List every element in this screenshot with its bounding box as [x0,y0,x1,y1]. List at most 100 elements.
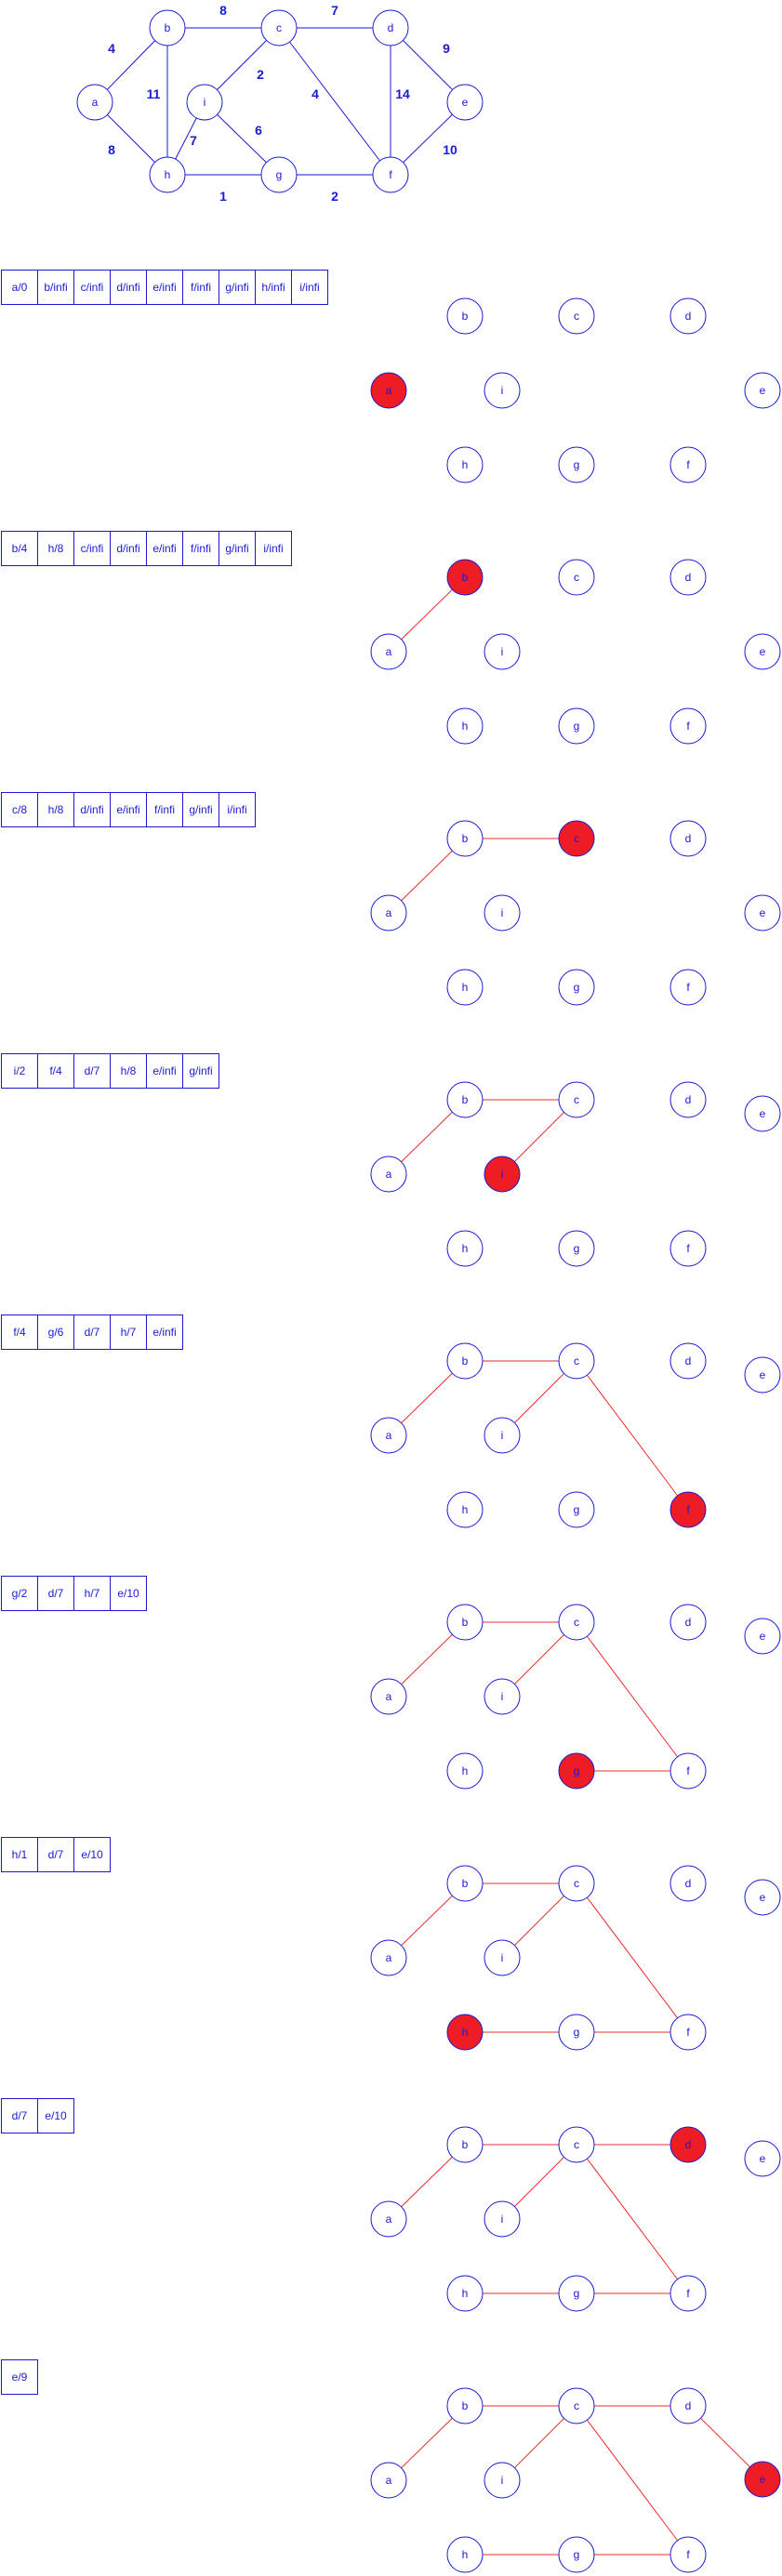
node-9-c [558,2387,595,2424]
edge-weight-g-h: 1 [219,189,227,204]
current-node-4-i [484,1156,521,1193]
node-label-6-h: h [462,1764,469,1777]
node-2-g [558,707,595,745]
node-8-h [446,2275,484,2312]
queue-cell: h/infi [255,270,292,305]
node-label-8-i: i [501,2213,504,2226]
queue-cell: g/infi [219,270,256,305]
node-label-9-a: a [386,2474,392,2487]
node-label-5-g: g [574,1503,580,1516]
current-node-1-a [370,372,407,409]
node-9-i [484,2462,521,2499]
node-label-4-h: h [462,1242,469,1255]
queue-cell: d/7 [37,1576,74,1611]
node-label-a: a [92,96,99,109]
edge-weight-g-i: 6 [255,123,262,138]
node-4-d [669,1081,707,1118]
priority-queue-step-5: f/4 g/6 d/7 h/7 e/infi [1,1314,183,1350]
node-3-b [446,820,484,857]
priority-queue-step-3: c/8 h/8 d/infi e/infi f/infi g/infi i/infi [1,792,256,827]
current-node-2-b [446,559,484,596]
node-4-f [669,1230,707,1267]
current-node-3-c [558,820,595,857]
queue-cell: d/infi [73,792,111,827]
node-8-i [484,2200,521,2238]
node-label-4-g: g [574,1242,580,1255]
queue-cell: d/7 [73,1053,111,1089]
node-4-a [370,1156,407,1193]
node-label-i: i [204,96,206,109]
node-label-5-c: c [574,1354,579,1367]
node-label-7-d: d [685,1877,692,1890]
node-7-a [370,1939,407,1976]
node-label-7-i: i [501,1951,504,1964]
node-label-b: b [165,21,171,34]
node-label-4-i: i [501,1168,504,1181]
node-3-e [744,894,781,931]
node-8-f [669,2275,707,2312]
edge-weight-b-c: 8 [219,3,227,18]
node-6-f [669,1752,707,1790]
tree-edge-7-c-f [576,1882,689,2033]
node-1-h [446,446,484,483]
node-label-3-e: e [760,906,766,919]
node-3-i [484,894,521,931]
node-1-g [558,446,595,483]
edge-weight-e-f: 10 [443,142,457,157]
node-label-3-g: g [574,981,580,994]
node-label-5-f: f [686,1503,690,1516]
node-label-1-g: g [574,458,580,471]
node-1-d [669,297,707,335]
queue-cell: f/4 [1,1314,38,1350]
node-label-1-i: i [501,384,504,397]
node-label-2-i: i [501,645,504,658]
node-7-d [669,1865,707,1902]
node-9-b [446,2387,484,2424]
node-label-7-a: a [386,1951,392,1964]
node-5-e [744,1356,781,1394]
queue-cell: f/infi [182,531,219,566]
node-3-g [558,969,595,1006]
priority-queue-step-2: b/4 h/8 c/infi d/infi e/infi f/infi g/infi i/in… [1,531,292,566]
node-label-c: c [276,21,282,34]
queue-cell: d/7 [37,1837,74,1872]
node-label-6-i: i [501,1690,504,1703]
node-label-9-f: f [686,2548,690,2561]
node-label-e: e [462,96,469,109]
node-label-1-d: d [685,310,692,323]
node-label-4-d: d [685,1093,692,1106]
node-label-8-b: b [462,2138,469,2151]
node-1-f [669,446,707,483]
node-label-9-c: c [574,2399,579,2412]
queue-cell: e/10 [37,2098,74,2133]
edge-weight-d-f: 14 [395,86,410,101]
node-1-e [744,372,781,409]
node-1-b [446,297,484,335]
node-7-f [669,2014,707,2051]
node-7-i [484,1939,521,1976]
node-label-8-e: e [760,2152,766,2165]
node-label-6-c: c [574,1616,579,1629]
node-label-6-b: b [462,1616,469,1629]
queue-cell: c/infi [73,270,111,305]
node-label-6-a: a [386,1690,392,1703]
queue-cell: i/infi [291,270,328,305]
node-label-1-b: b [462,310,469,323]
node-5-b [446,1342,484,1380]
queue-cell: h/1 [1,1837,38,1872]
edge-weight-c-f: 4 [311,86,319,101]
node-5-h [446,1491,484,1528]
queue-cell: e/infi [146,270,183,305]
node-label-2-h: h [462,720,469,733]
edge-weight-d-e: 9 [443,41,450,56]
node-9-d [669,2387,707,2424]
node-3-f [669,969,707,1006]
node-9-a [370,2462,407,2499]
priority-queue-step-7: h/1 d/7 e/10 [1,1837,111,1872]
node-7-e [744,1879,781,1916]
current-node-9-e [744,2461,781,2498]
node-label-8-a: a [386,2213,392,2226]
node-8-e [744,2140,781,2177]
node-label-3-i: i [501,906,504,919]
